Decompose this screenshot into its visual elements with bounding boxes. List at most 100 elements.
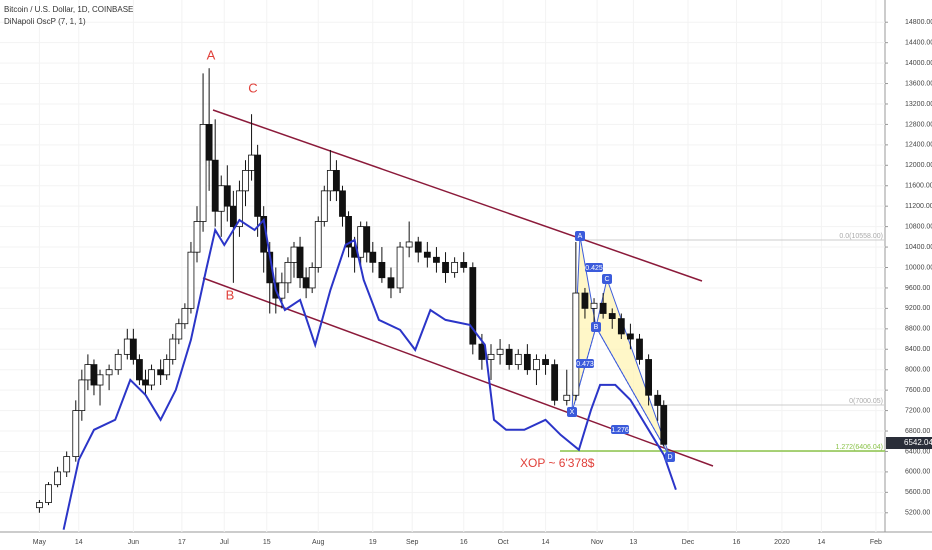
y-tick-label: 8400.00	[905, 346, 930, 353]
candle-body	[563, 394, 571, 401]
x-tick-label: 14	[542, 539, 550, 546]
y-tick-label: 5200.00	[905, 510, 930, 517]
y-tick-label: 13600.00	[905, 80, 932, 87]
candle-body	[229, 205, 237, 228]
pattern-label: C	[604, 276, 609, 283]
y-tick-label: 14400.00	[905, 40, 932, 47]
pattern-badge	[567, 407, 577, 417]
candle-body	[193, 221, 201, 253]
candle-body	[396, 246, 404, 289]
candle-body	[542, 359, 549, 365]
pattern-ratio: 0.473	[576, 361, 594, 368]
y-tick-label: 14800.00	[905, 19, 932, 26]
candle-body	[387, 277, 395, 289]
y-tick-label: 14000.00	[905, 60, 932, 67]
pattern-label: D	[667, 454, 672, 461]
candle-body	[54, 471, 61, 486]
x-tick-label: 19	[369, 539, 377, 546]
channel-line	[202, 277, 714, 467]
level-label: 1.272(6406.04)	[836, 444, 883, 451]
candle-body	[278, 282, 286, 299]
candle-body	[36, 502, 43, 509]
candle-body	[660, 405, 668, 445]
candle-body	[205, 124, 213, 161]
candle-body	[45, 484, 52, 503]
x-tick-label: 16	[733, 539, 741, 546]
candle-body	[148, 369, 155, 386]
x-tick-label: Nov	[591, 539, 604, 546]
candle-body	[608, 313, 616, 319]
candle-body	[223, 185, 231, 207]
pattern-label: B	[594, 324, 599, 331]
x-tick-label: May	[33, 539, 47, 546]
candle-body	[96, 374, 104, 386]
candle-body	[460, 261, 468, 268]
candle-body	[599, 302, 607, 314]
candle-body	[308, 267, 316, 289]
pattern-ratio: 0.425	[585, 265, 603, 272]
candle-body	[414, 241, 422, 253]
y-tick-label: 5600.00	[905, 489, 930, 496]
x-tick-label: 17	[178, 539, 186, 546]
xop-label: XOP ~ 6'378$	[520, 456, 595, 470]
candle-body	[63, 456, 71, 473]
candle-body	[590, 302, 598, 309]
pattern-label: X	[570, 409, 575, 416]
pattern-badge	[611, 425, 629, 434]
x-tick-label: Jun	[128, 539, 139, 546]
candle-body	[142, 379, 149, 386]
level-label: 0(7000.05)	[849, 398, 883, 405]
candle-body	[551, 364, 559, 401]
candle-body	[123, 338, 131, 355]
candle-body	[114, 353, 122, 371]
level-label: 0.0(10558.00)	[839, 233, 883, 240]
y-tick-label: 6400.00	[905, 448, 930, 455]
candle-body	[369, 251, 377, 263]
candle-body	[105, 369, 113, 376]
candle-body	[378, 261, 386, 279]
candle-body	[211, 159, 219, 212]
y-tick-label: 6800.00	[905, 428, 930, 435]
candle-body	[357, 226, 365, 258]
candle-body	[339, 190, 346, 217]
candle-body	[478, 343, 486, 360]
candle-body	[487, 353, 495, 360]
pattern-badge	[602, 274, 612, 284]
pattern-badge	[665, 452, 675, 462]
grid	[0, 0, 885, 532]
candle-body	[514, 353, 522, 365]
x-tick-label: 2020	[774, 539, 790, 546]
candle-body	[129, 338, 137, 360]
candle-body	[163, 359, 171, 376]
candle-body	[296, 246, 304, 279]
candle-body	[290, 246, 298, 263]
candle-body	[345, 215, 352, 248]
y-tick-label: 10000.00	[905, 264, 932, 271]
y-tick-label: 11200.00	[905, 203, 932, 210]
candle-body	[581, 292, 589, 309]
oscillator-line	[62, 217, 677, 530]
candle-body	[302, 277, 310, 289]
candle-body	[175, 323, 183, 340]
channel-line	[212, 109, 703, 282]
x-tick-label: 13	[630, 539, 638, 546]
pattern-badge	[585, 263, 603, 272]
y-tick-label: 12800.00	[905, 121, 932, 128]
pattern-badge	[576, 359, 594, 368]
candle-body	[442, 261, 449, 274]
candle-body	[284, 261, 292, 284]
y-tick-label: 8800.00	[905, 326, 930, 333]
candle-body	[433, 256, 440, 263]
y-tick-label: 9600.00	[905, 285, 930, 292]
x-tick-label: 15	[263, 539, 271, 546]
y-tick-label: 8000.00	[905, 367, 930, 374]
candle-body	[254, 154, 262, 217]
pattern-label: A	[578, 233, 583, 240]
candle-body	[654, 394, 662, 406]
pattern-badge	[591, 322, 601, 332]
y-tick-label: 6000.00	[905, 469, 930, 476]
y-tick-label: 7200.00	[905, 407, 930, 414]
candle-body	[636, 338, 643, 360]
candle-body	[405, 241, 413, 248]
